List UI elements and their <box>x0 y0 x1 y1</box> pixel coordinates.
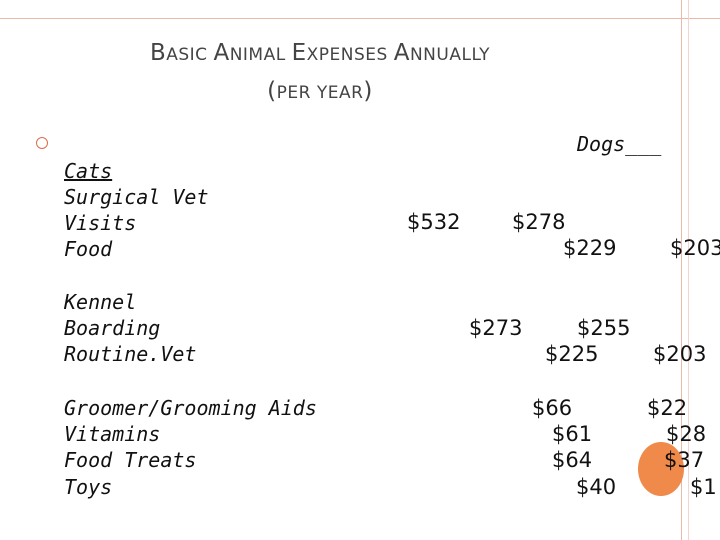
slide-subtitle: (PER YEAR) <box>0 78 640 104</box>
subtitle-close-paren: ) <box>363 78 373 104</box>
header-dogs: Dogs___ <box>577 132 662 156</box>
label-food: Food <box>64 237 113 261</box>
label-toys: Toys <box>64 475 113 499</box>
title-word-1-initial: B <box>149 40 167 66</box>
title-word-2-initial: A <box>213 40 230 66</box>
value-cats-food-treats: $64 <box>552 448 593 472</box>
orange-circle-decoration <box>638 442 684 496</box>
value-dogs-routine-vet: $203 <box>653 342 707 366</box>
label-cats: Cats <box>64 159 113 183</box>
label-surgical-vet: Surgical Vet <box>64 185 209 209</box>
value-cats-vitamins: $61 <box>552 422 593 446</box>
value-dogs-food: $203 <box>670 236 720 260</box>
slide-title: BASIC ANIMAL EXPENSES ANNUALLY <box>0 40 640 66</box>
title-word-2-rest: NIMAL <box>229 45 292 65</box>
value-cats-surgical-vet: $532 <box>407 210 461 234</box>
value-dogs-surgical-vet: $278 <box>512 210 566 234</box>
value-dogs-food-treats: $37 <box>664 448 705 472</box>
subtitle-open-paren: ( <box>267 78 277 104</box>
label-boarding: Boarding <box>64 316 161 340</box>
slide-right-border <box>681 0 682 540</box>
title-word-4-rest: NNUALLY <box>409 45 491 65</box>
slide-right-border-inner <box>688 0 689 540</box>
title-word-3-initial: E <box>291 40 307 66</box>
value-dogs-vitamins: $28 <box>666 422 707 446</box>
label-groomer: Groomer/Grooming Aids <box>64 396 317 420</box>
value-dogs-groomer: $22 <box>647 396 688 420</box>
label-kennel: Kennel <box>64 290 137 314</box>
value-cats-boarding: $273 <box>469 316 523 340</box>
slide-top-border <box>0 0 720 19</box>
label-routine-vet: Routine.Vet <box>64 342 197 366</box>
title-word-1-rest: ASIC <box>166 45 214 65</box>
subtitle-text: PER YEAR <box>276 83 364 103</box>
value-cats-routine-vet: $225 <box>545 342 599 366</box>
title-word-4-initial: A <box>393 40 410 66</box>
value-cats-toys: $40 <box>576 475 617 499</box>
circle-bullet-icon <box>36 137 48 149</box>
label-vitamins: Vitamins <box>64 422 161 446</box>
value-dogs-boarding: $255 <box>577 316 631 340</box>
label-food-treats: Food Treats <box>64 448 197 472</box>
label-visits: Visits <box>64 211 137 235</box>
value-cats-food: $229 <box>563 236 617 260</box>
value-dogs-toys: $1 <box>690 475 717 499</box>
value-cats-groomer: $66 <box>532 396 573 420</box>
title-word-3-rest: XPENSES <box>306 45 394 65</box>
